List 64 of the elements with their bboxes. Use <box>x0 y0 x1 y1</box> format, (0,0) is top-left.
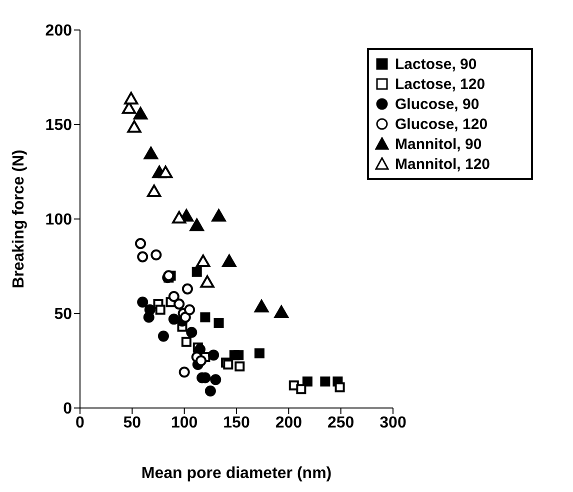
y-tick-label: 200 <box>45 22 72 40</box>
point <box>168 314 180 325</box>
y-tick-label: 0 <box>63 400 72 418</box>
point <box>135 238 146 250</box>
point <box>124 92 138 104</box>
point <box>127 120 142 133</box>
legend-label: Mannitol, 90 <box>395 136 482 152</box>
point <box>178 366 190 378</box>
point <box>180 312 191 323</box>
x-tick-label: 0 <box>76 414 85 432</box>
point <box>168 290 180 302</box>
point <box>274 305 288 318</box>
point <box>196 254 210 267</box>
point <box>158 166 173 178</box>
x-tick-label: 150 <box>223 414 250 432</box>
point <box>181 336 192 347</box>
point <box>302 376 312 387</box>
point <box>192 266 202 277</box>
point <box>174 298 185 310</box>
legend-label: Mannitol, 120 <box>395 156 490 172</box>
point <box>144 146 158 160</box>
y-axis-title: Breaking force (N) <box>10 150 28 288</box>
x-tick-label: 50 <box>123 414 142 432</box>
point <box>234 350 244 360</box>
legend-label: Glucose, 120 <box>395 116 488 132</box>
point <box>222 254 236 267</box>
point <box>200 275 214 288</box>
point <box>172 210 186 224</box>
y-tick-label: 50 <box>54 306 72 324</box>
point <box>200 312 210 322</box>
point <box>186 326 198 338</box>
point <box>190 218 204 232</box>
x-tick-label: 200 <box>275 414 302 432</box>
point <box>182 283 193 294</box>
point <box>137 251 148 262</box>
point <box>210 374 222 386</box>
point <box>214 318 224 328</box>
x-tick-label: 250 <box>327 414 354 432</box>
point <box>234 361 245 372</box>
point <box>296 384 306 394</box>
point <box>334 382 345 392</box>
point <box>254 300 269 312</box>
point <box>158 330 169 342</box>
point <box>254 348 264 358</box>
point <box>204 385 216 396</box>
y-tick-label: 150 <box>45 117 72 134</box>
point <box>155 304 166 315</box>
y-tick-label: 100 <box>45 212 72 229</box>
point <box>184 304 196 316</box>
point <box>133 107 148 120</box>
point <box>147 184 162 198</box>
legend-label: Lactose, 120 <box>395 76 486 92</box>
point <box>320 376 330 387</box>
x-axis-title: Mean pore diameter (nm) <box>141 465 332 482</box>
point <box>208 350 220 361</box>
point <box>150 249 162 260</box>
point <box>144 304 156 316</box>
point <box>196 355 207 366</box>
point <box>212 209 226 222</box>
x-tick-label: 100 <box>170 414 198 432</box>
legend-label: Glucose, 90 <box>395 96 480 112</box>
x-tick-label: 300 <box>380 414 406 432</box>
point <box>137 296 148 308</box>
legend-label: Lactose, 90 <box>395 56 477 72</box>
